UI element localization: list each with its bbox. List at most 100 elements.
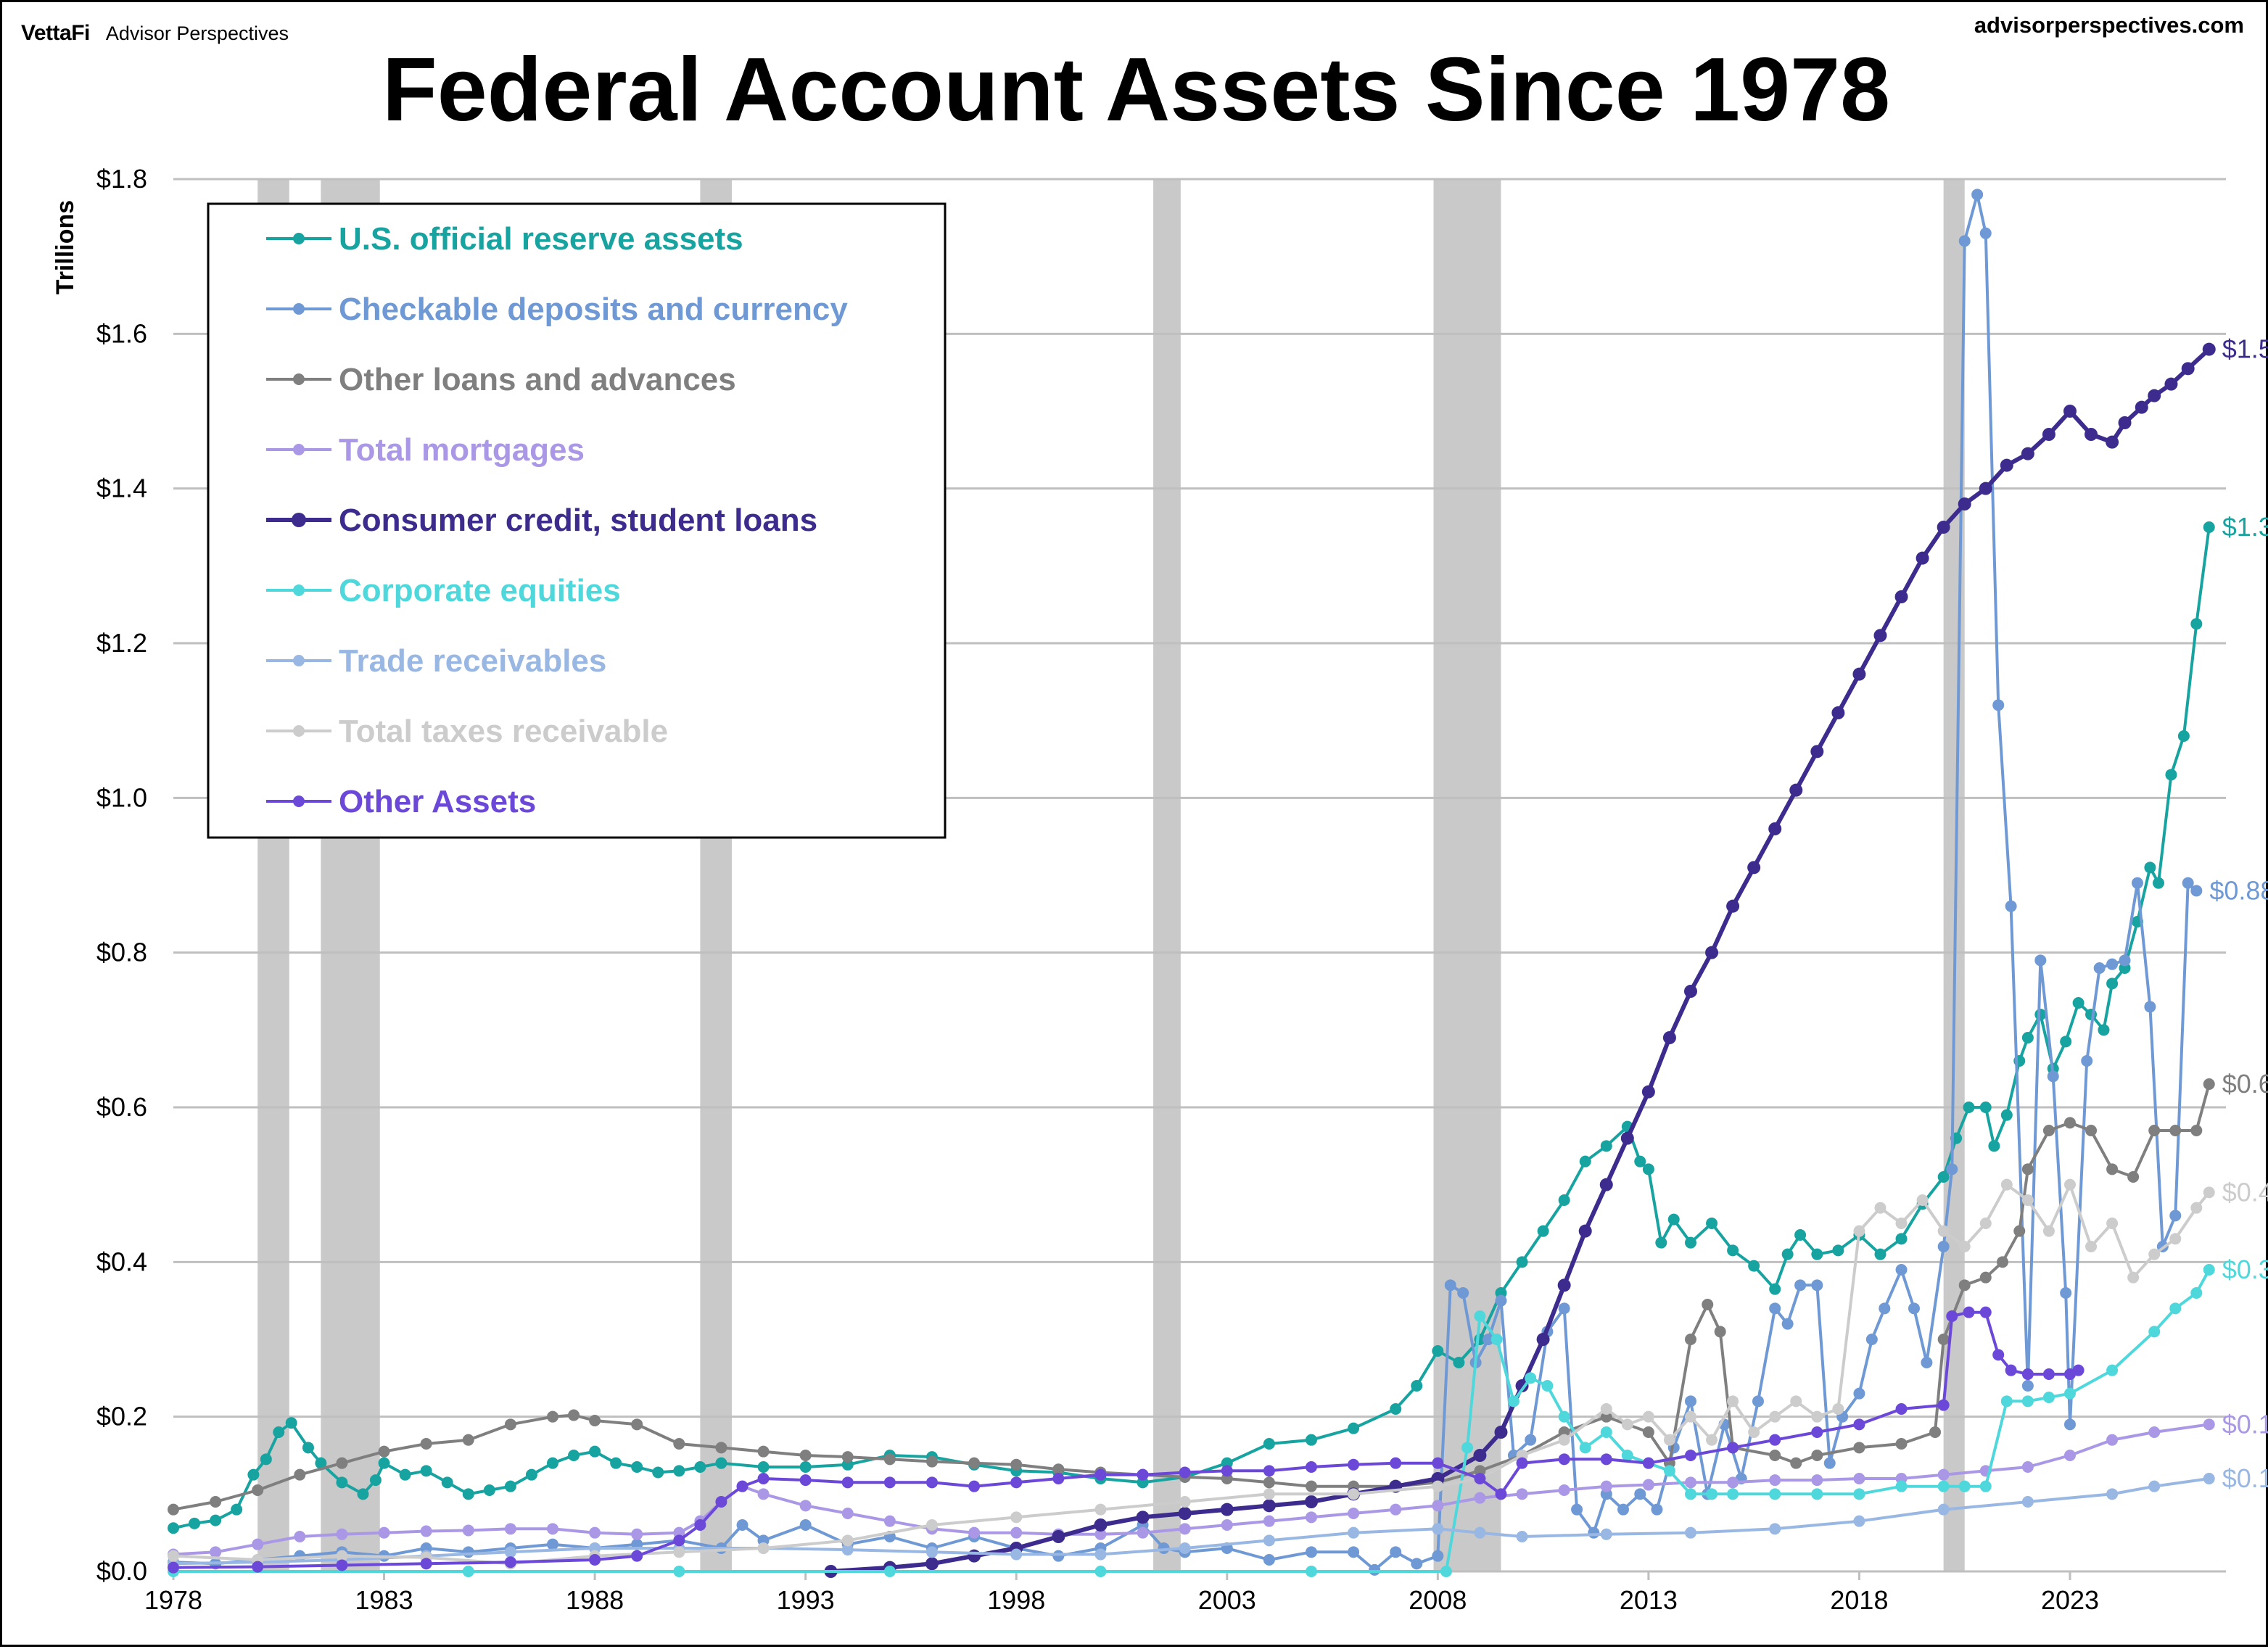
data-point [1263,1476,1275,1489]
data-point [1946,1163,1958,1175]
end-label: $1.35 [2222,512,2268,542]
data-point [2060,1287,2072,1299]
data-point [1179,1466,1191,1479]
data-point [1908,1302,1920,1315]
data-point [168,1550,179,1562]
data-point [1305,1546,1317,1558]
series-3 [168,1418,2215,1561]
data-point [883,1515,896,1527]
data-point [441,1476,453,1489]
data-point [1348,1488,1360,1500]
data-point [883,1566,896,1577]
data-point [1010,1548,1023,1561]
legend-item: Other Assets [266,784,536,819]
data-point [1453,1357,1465,1368]
data-point [1748,1426,1760,1438]
data-point [1853,1515,1865,1527]
data-point [673,1438,685,1450]
data-point [1474,1473,1486,1484]
data-point [210,1514,222,1526]
data-point [1588,1526,1600,1539]
data-point [2106,1364,2119,1376]
data-point [1094,1468,1107,1481]
data-point [462,1488,474,1500]
data-point [1684,1395,1696,1408]
data-point [462,1434,474,1446]
data-point [673,1465,685,1477]
data-point [2148,1426,2161,1438]
data-point [1811,1426,1823,1438]
y-tick-label: $0.0 [96,1556,147,1586]
data-point [1348,1458,1360,1471]
data-point [1853,1473,1865,1484]
data-point [2063,1418,2076,1431]
data-point [336,1457,348,1469]
data-point [1853,1488,1865,1500]
data-point [2203,1418,2215,1431]
end-label: $0.12 [2222,1463,2268,1493]
data-point [1937,1468,1950,1481]
data-point [2072,1364,2085,1376]
data-point [168,1522,179,1534]
data-point [1495,1488,1507,1500]
data-point [1617,1503,1630,1516]
data-point [504,1523,516,1535]
data-point [1642,1479,1654,1491]
data-point [715,1442,727,1454]
data-point [420,1438,432,1450]
data-point [2063,405,2077,418]
data-point [2000,1109,2013,1121]
data-point [1516,1531,1528,1542]
data-point [1958,1279,1971,1291]
data-point [1474,1310,1486,1322]
data-point [968,1480,981,1492]
legend-swatch-dot [293,795,305,807]
data-point [1748,1260,1760,1272]
data-point [2148,1480,2161,1492]
data-point [2042,1225,2055,1237]
data-point [294,1468,306,1481]
data-point [504,1556,516,1569]
data-point [2106,1163,2119,1175]
legend-item: Consumer credit, student loans [266,503,817,538]
data-point [1684,1410,1696,1423]
end-label: $0.49 [2222,1177,2268,1207]
x-tick-label: 2003 [1198,1585,1256,1615]
data-point [1684,1334,1696,1345]
data-point [1137,1526,1149,1539]
data-point [1010,1476,1023,1489]
data-point [1621,1418,1633,1431]
data-point [336,1550,348,1562]
data-point [1474,1526,1486,1539]
end-label: $0.39 [2222,1255,2268,1284]
data-point [1179,1542,1191,1554]
legend-item: Total taxes receivable [266,714,668,749]
data-point [673,1566,685,1577]
data-point [841,1508,854,1519]
data-point [1853,1442,1865,1454]
vettafi-logo: VettaFi [21,21,90,45]
recession-bands [257,179,1965,1571]
data-point [231,1503,243,1516]
y-tick-label: $0.6 [96,1092,147,1122]
data-point [1781,1248,1794,1260]
data-point [2148,1248,2161,1260]
data-point [546,1457,558,1469]
data-point [336,1559,348,1571]
data-point [1979,1102,1992,1113]
data-point [2181,362,2195,376]
data-point [1937,1399,1950,1411]
data-point [462,1546,474,1558]
recession-band [1153,179,1181,1571]
data-point [1461,1442,1474,1454]
x-tick-label: 2018 [1830,1585,1888,1615]
data-point [1684,1476,1696,1489]
data-point [715,1457,727,1469]
legend-label: Corporate equities [339,573,621,608]
data-point [1516,1457,1528,1469]
data-point [1832,1403,1844,1415]
x-tick-label: 1998 [987,1585,1045,1615]
data-point [1727,1488,1739,1500]
data-point [1094,1518,1108,1532]
data-point [1873,629,1887,642]
